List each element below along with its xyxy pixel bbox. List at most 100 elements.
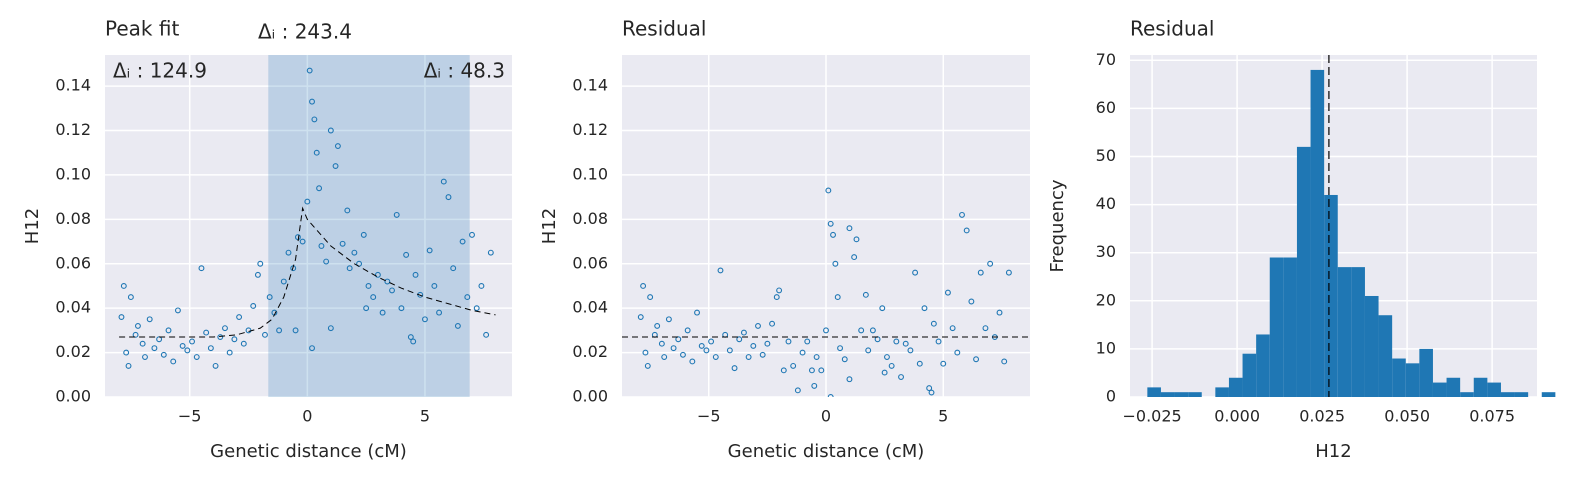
point [436, 309, 443, 316]
point [266, 294, 273, 301]
point [794, 387, 801, 394]
point [837, 345, 844, 352]
point [959, 211, 965, 218]
point [306, 67, 313, 74]
point [198, 265, 205, 272]
point [351, 249, 358, 256]
point [193, 354, 200, 360]
bar [1419, 348, 1433, 397]
point [846, 225, 853, 232]
y-tick-label: 0.02 [55, 342, 91, 361]
point [740, 329, 747, 336]
point [445, 194, 452, 201]
point [217, 334, 224, 340]
annotation: Δᵢ : 124.9 [113, 59, 207, 83]
bar [1310, 69, 1325, 398]
point [450, 265, 457, 272]
chart-title: Peak fit [105, 17, 179, 41]
bar [1473, 377, 1488, 397]
point [703, 347, 710, 354]
point [262, 331, 268, 338]
y-tick-label: 10 [1096, 338, 1116, 357]
y-tick-label: 0.12 [55, 120, 91, 139]
x-axis-label: Genetic distance (cM) [728, 441, 925, 462]
point [982, 325, 989, 332]
point [642, 349, 649, 356]
bar [1541, 392, 1556, 397]
point [912, 269, 919, 276]
point [708, 338, 715, 345]
y-tick-label: 0.10 [55, 164, 91, 183]
point [483, 331, 490, 338]
point [670, 345, 677, 352]
point [285, 249, 292, 256]
panel: −0.025 0.000 0.025 0.050 0.075 0 10 20 30 40 50 60 7… [1047, 17, 1556, 462]
annotation: Δᵢ : 243.4 [258, 20, 352, 44]
bar [1487, 382, 1501, 397]
point [661, 354, 668, 360]
point [818, 367, 825, 374]
bar [1188, 392, 1202, 397]
x-tick-label: 5 [420, 407, 430, 426]
x-tick-label: −5 [178, 407, 202, 426]
point [1005, 269, 1012, 276]
point [654, 322, 661, 329]
point [127, 294, 134, 301]
point [231, 336, 238, 343]
point [858, 327, 865, 334]
point [132, 331, 139, 338]
point [823, 327, 829, 334]
bar [1215, 387, 1229, 397]
bar [1174, 392, 1189, 397]
point [830, 231, 836, 238]
point [464, 294, 471, 301]
point [825, 187, 832, 194]
plot-background [105, 55, 512, 397]
point [944, 289, 951, 296]
x-tick-label: 0.025 [1299, 407, 1345, 426]
point [299, 238, 306, 245]
point [487, 249, 494, 256]
point [736, 336, 743, 343]
point [189, 338, 195, 345]
point [851, 254, 858, 261]
point [454, 322, 461, 329]
point [963, 227, 970, 234]
point [640, 283, 647, 289]
chart-title: Residual [1130, 17, 1214, 41]
point [834, 294, 841, 301]
point [431, 283, 438, 289]
point [832, 260, 839, 267]
point [881, 369, 888, 376]
point [773, 294, 780, 301]
point [827, 394, 834, 397]
point [323, 258, 330, 265]
point [422, 316, 428, 323]
point [862, 291, 869, 298]
point [785, 338, 792, 345]
point [698, 342, 705, 349]
point [393, 211, 400, 218]
point [637, 314, 644, 321]
point [1001, 358, 1008, 365]
point [240, 340, 247, 347]
y-tick-label: 0.10 [572, 164, 608, 183]
point [987, 260, 994, 267]
point [257, 260, 264, 267]
bar [1378, 315, 1393, 397]
point [374, 271, 381, 278]
fit-line [119, 206, 496, 338]
point [898, 374, 904, 380]
point [412, 271, 419, 278]
point [469, 231, 475, 238]
point [865, 347, 872, 354]
x-tick-label: 0 [821, 407, 831, 426]
y-tick-label: 30 [1096, 242, 1116, 261]
point [250, 302, 257, 309]
point [665, 316, 672, 323]
y-axis-label: Frequency [1047, 179, 1068, 272]
point [384, 278, 391, 285]
point [949, 325, 956, 332]
point [940, 360, 947, 367]
